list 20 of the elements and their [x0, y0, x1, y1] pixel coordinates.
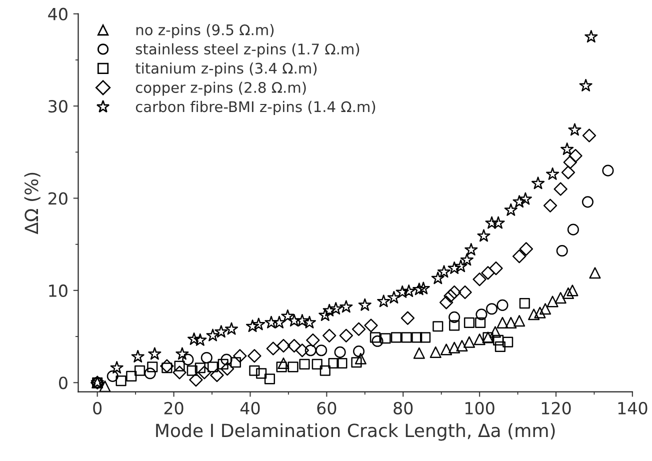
y-axis-title: ΔΩ (%) — [24, 172, 40, 234]
legend-label: copper z-pins (2.8 Ω.m) — [136, 82, 306, 96]
x-tick-label: 80 — [394, 402, 413, 414]
x-tick-label: 100 — [465, 402, 494, 414]
y-tick-label: 30 — [48, 100, 68, 113]
y-tick-label: 40 — [48, 8, 68, 20]
legend-label: titanium z-pins (3.4 Ω.m) — [136, 62, 317, 77]
legend-label: carbon fibre-BMI z-pins (1.4 Ω.m) — [136, 100, 376, 116]
y-tick-label: 0 — [59, 376, 68, 390]
y-tick-label: 20 — [48, 192, 68, 205]
x-tick-label: 140 — [618, 402, 648, 414]
x-tick-label: 40 — [240, 402, 260, 414]
y-tick-label: 10 — [49, 284, 68, 297]
legend-label: no z-pins (9.5 Ω.m) — [136, 24, 274, 38]
x-tick-label: 0 — [93, 402, 102, 414]
x-tick-label: 60 — [317, 402, 336, 414]
x-axis-title: Mode I Delamination Crack Length, Δa (mm) — [156, 423, 555, 441]
x-tick-label: 120 — [542, 402, 571, 414]
x-tick-label: 20 — [164, 402, 184, 414]
legend-label: stainless steel z-pins (1.7 Ω.m) — [136, 43, 360, 58]
